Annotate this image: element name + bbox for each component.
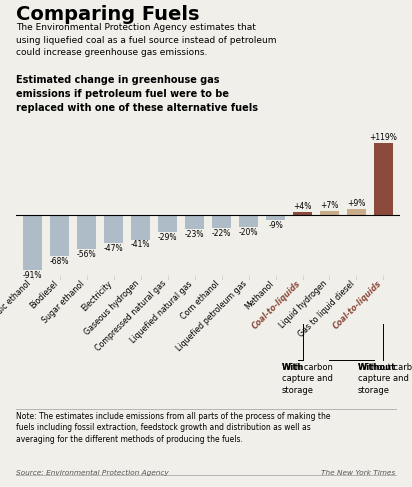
Bar	[50, 215, 69, 256]
Text: Liquefied natural gas: Liquefied natural gas	[129, 279, 194, 344]
Text: Without carbon
capture and
storage: Without carbon capture and storage	[358, 363, 412, 395]
Text: With carbon
capture and
storage: With carbon capture and storage	[282, 363, 333, 395]
Bar	[320, 210, 339, 215]
Bar	[104, 215, 123, 243]
Text: The Environmental Protection Agency estimates that
using liquefied coal as a fue: The Environmental Protection Agency esti…	[16, 23, 277, 56]
Bar	[347, 209, 366, 215]
Text: -68%: -68%	[50, 257, 69, 266]
Text: Electricity: Electricity	[80, 279, 114, 313]
Bar	[131, 215, 150, 240]
Text: Methanol: Methanol	[243, 279, 276, 311]
Text: Sugar ethanol: Sugar ethanol	[41, 279, 87, 324]
Text: Note: The estimates include emissions from all parts of the process of making th: Note: The estimates include emissions fr…	[16, 412, 331, 444]
Text: Cellulosic ethanol: Cellulosic ethanol	[0, 279, 33, 335]
Bar	[266, 215, 285, 220]
Text: Compressed natural gas: Compressed natural gas	[93, 279, 168, 354]
Text: -9%: -9%	[268, 221, 283, 230]
Text: Without: Without	[358, 363, 396, 372]
Text: +119%: +119%	[370, 133, 398, 142]
Bar	[374, 143, 393, 215]
Text: With: With	[282, 363, 304, 372]
Text: -22%: -22%	[212, 229, 231, 238]
Text: -20%: -20%	[239, 228, 258, 237]
Text: +4%: +4%	[293, 203, 312, 211]
Text: Corn ethanol: Corn ethanol	[179, 279, 222, 321]
Bar	[158, 215, 177, 232]
Text: Gas to liquid diesel: Gas to liquid diesel	[297, 279, 356, 339]
Text: The New York Times: The New York Times	[321, 470, 396, 476]
Bar	[212, 215, 231, 228]
Text: -29%: -29%	[158, 233, 177, 242]
Bar	[185, 215, 204, 229]
Text: Comparing Fuels: Comparing Fuels	[16, 5, 200, 24]
Text: +7%: +7%	[320, 201, 339, 210]
Text: Coal-to-liquids: Coal-to-liquids	[331, 279, 384, 331]
Text: -91%: -91%	[23, 271, 42, 280]
Text: Source: Environmental Protection Agency: Source: Environmental Protection Agency	[16, 470, 169, 476]
Text: Estimated change in greenhouse gas
emissions if petroleum fuel were to be
replac: Estimated change in greenhouse gas emiss…	[16, 75, 258, 112]
Text: Biodiesel: Biodiesel	[28, 279, 60, 310]
Text: Liquid hydrogen: Liquid hydrogen	[278, 279, 330, 330]
Bar	[293, 212, 312, 215]
Bar	[77, 215, 96, 248]
Text: -23%: -23%	[185, 229, 204, 239]
Bar	[239, 215, 258, 227]
Bar	[23, 215, 42, 270]
Text: -47%: -47%	[104, 244, 124, 253]
Text: Gaseous hydrogen: Gaseous hydrogen	[82, 279, 140, 337]
Text: Liquefied petroleum gas: Liquefied petroleum gas	[175, 279, 248, 353]
Text: Coal-to-liquids: Coal-to-liquids	[250, 279, 302, 331]
Text: -56%: -56%	[77, 249, 96, 259]
Text: -41%: -41%	[131, 241, 150, 249]
Text: +9%: +9%	[347, 200, 366, 208]
